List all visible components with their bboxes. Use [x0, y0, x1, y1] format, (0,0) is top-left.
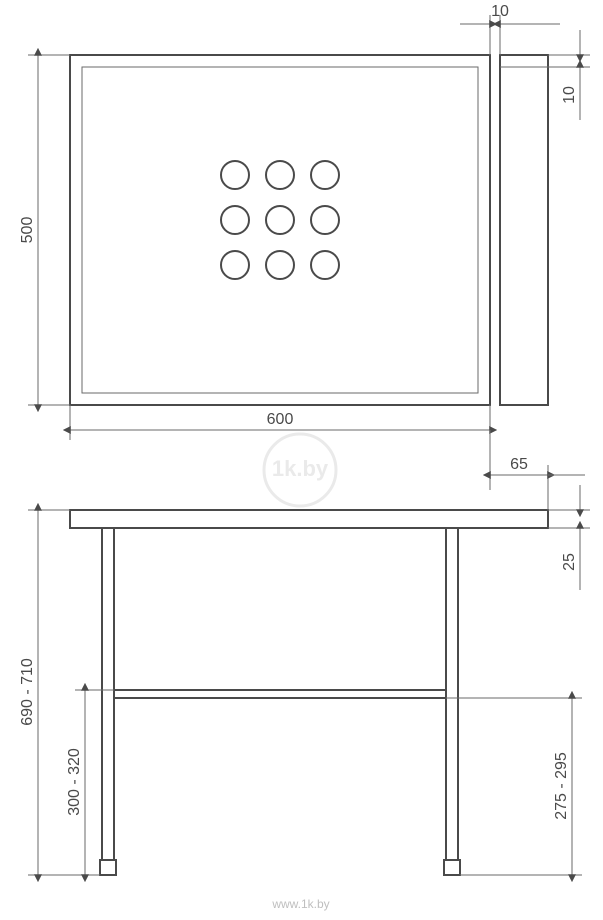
- dim-25: 25: [548, 485, 590, 590]
- svg-text:690 - 710: 690 - 710: [19, 658, 36, 726]
- side-view: 690 - 710 300 - 320 275 - 295 65: [19, 430, 590, 875]
- svg-text:10: 10: [491, 3, 509, 20]
- svg-text:10: 10: [561, 86, 578, 104]
- dim-total-height: 690 - 710: [19, 510, 100, 875]
- watermark: 1k.by: [272, 456, 329, 481]
- hole-pattern: [221, 161, 339, 279]
- svg-text:25: 25: [561, 553, 578, 571]
- dim-500: 500: [19, 55, 70, 405]
- dim-crossbar-height: 275 - 295: [446, 698, 582, 875]
- dim-10-top: 10: [460, 3, 560, 55]
- dim-shelf-height: 300 - 320: [66, 690, 114, 875]
- dim-10-right: 10: [548, 30, 590, 120]
- svg-text:300 - 320: 300 - 320: [66, 748, 83, 816]
- svg-text:275 - 295: 275 - 295: [553, 752, 570, 820]
- dim-600: 600: [70, 405, 490, 440]
- top-view: 500 600 10 10: [19, 3, 590, 440]
- svg-text:65: 65: [510, 456, 528, 473]
- svg-text:500: 500: [19, 217, 36, 244]
- footer-text: www.1k.by: [271, 897, 329, 911]
- dim-65: 65: [490, 430, 585, 510]
- svg-text:600: 600: [267, 411, 294, 428]
